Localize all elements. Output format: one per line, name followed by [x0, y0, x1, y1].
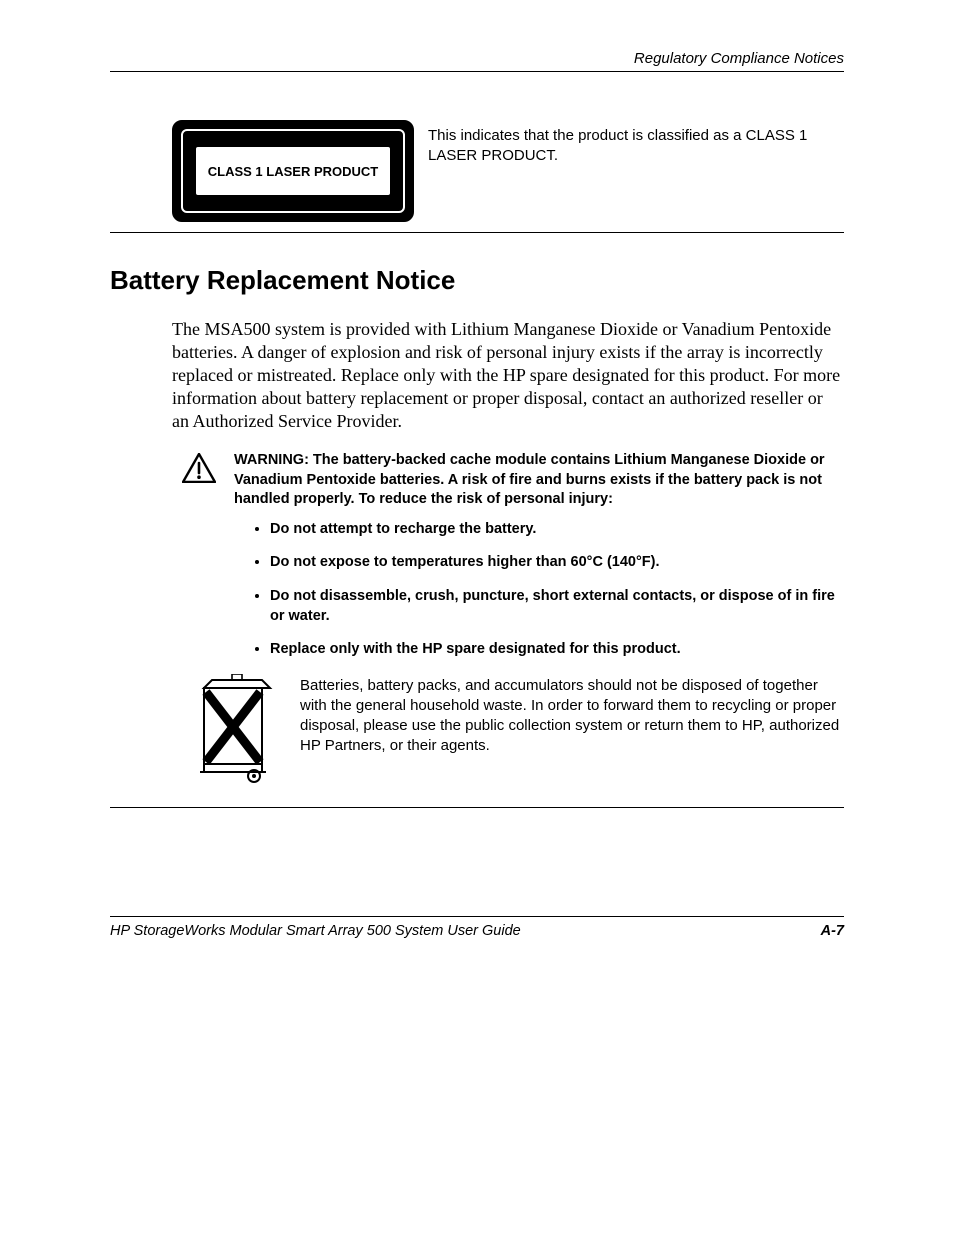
running-header: Regulatory Compliance Notices [110, 50, 844, 72]
warning-block: WARNING: The battery-backed cache module… [110, 451, 844, 510]
disposal-block: Batteries, battery packs, and accumulato… [110, 674, 844, 789]
laser-row: CLASS 1 LASER PRODUCT This indicates tha… [110, 120, 844, 222]
warning-item: Replace only with the HP spare designate… [270, 640, 844, 660]
section-bottom-rule [110, 807, 844, 808]
footer-page-number: A-7 [821, 923, 844, 939]
section-title: Battery Replacement Notice [110, 265, 844, 296]
footer-title: HP StorageWorks Modular Smart Array 500 … [110, 923, 521, 939]
running-header-text: Regulatory Compliance Notices [634, 50, 844, 67]
warning-item: Do not attempt to recharge the battery. [270, 520, 844, 540]
page: Regulatory Compliance Notices CLASS 1 LA… [0, 0, 954, 1235]
laser-label-box: CLASS 1 LASER PRODUCT [172, 120, 414, 222]
warning-item: Do not expose to temperatures higher tha… [270, 553, 844, 573]
section-top-rule [110, 232, 844, 233]
warning-triangle-icon [182, 451, 216, 488]
no-trash-bin-icon [192, 674, 274, 789]
warning-lead-text: WARNING: The battery-backed cache module… [234, 451, 844, 510]
warning-list: Do not attempt to recharge the battery. … [110, 520, 844, 660]
disposal-text: Batteries, battery packs, and accumulato… [300, 674, 844, 757]
page-footer: HP StorageWorks Modular Smart Array 500 … [110, 916, 844, 939]
warning-item: Do not disassemble, crush, puncture, sho… [270, 587, 844, 626]
section-paragraph: The MSA500 system is provided with Lithi… [110, 318, 844, 433]
laser-label-text: CLASS 1 LASER PRODUCT [196, 147, 390, 195]
laser-description: This indicates that the product is class… [428, 120, 844, 167]
